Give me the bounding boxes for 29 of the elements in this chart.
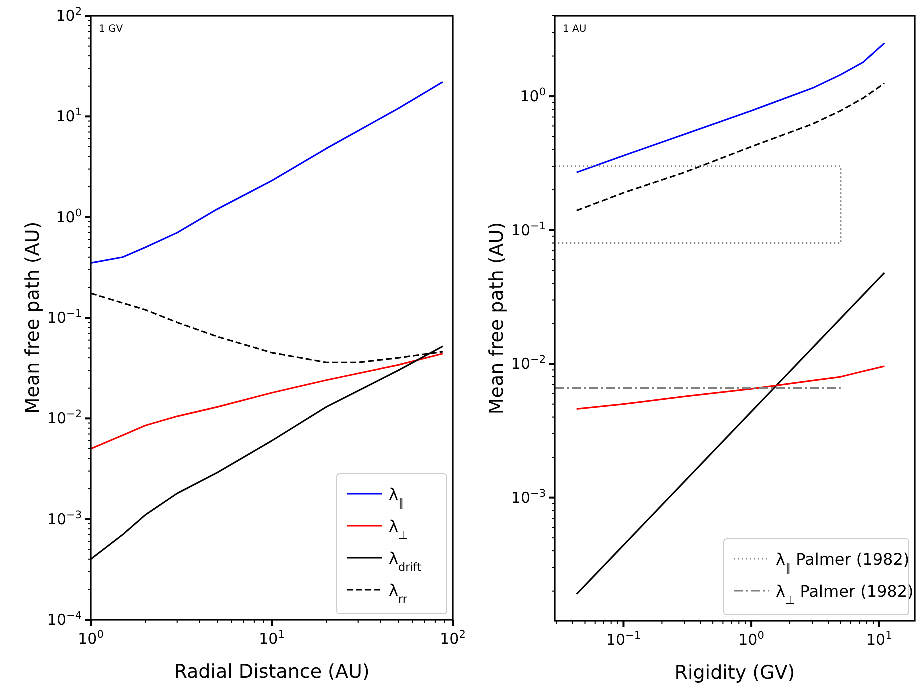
x-tick-label: 10$^{1}$	[866, 630, 892, 649]
legend-label: λ$_{∥}$ Palmer (1982)	[776, 550, 910, 574]
y-tick-label: 10$^{−1}$	[47, 308, 82, 327]
y-tick-label: 10$^{2}$	[56, 6, 82, 25]
x-axis-title: Rigidity (GV)	[674, 662, 796, 684]
y-tick-label: 10$^{−3}$	[511, 488, 546, 507]
annotation: 1 GV	[99, 24, 124, 35]
y-tick-label: 10$^{−3}$	[47, 509, 82, 528]
x-axis-title: Radial Distance (AU)	[174, 661, 370, 683]
legend-label: λ$_{⊥}$ Palmer (1982)	[776, 582, 914, 606]
x-tick-label: 10$^{0}$	[738, 630, 764, 649]
annotation: 1 AU	[563, 24, 587, 35]
legend-label: λ$_{drift}$	[389, 549, 422, 574]
x-tick-label: 10$^{−1}$	[606, 630, 642, 649]
y-axis-title: Mean free path (AU)	[22, 222, 44, 414]
y-tick-label: 10$^{−1}$	[511, 220, 546, 240]
x-tick-label: 10$^{0}$	[78, 629, 104, 648]
y-tick-label: 10$^{0}$	[56, 207, 82, 226]
legend-label: λ$_{rr}$	[389, 581, 408, 606]
y-tick-label: 10$^{−4}$	[47, 610, 82, 629]
y-tick-label: 10$^{−2}$	[47, 408, 82, 428]
x-tick-label: 10$^{2}$	[440, 629, 466, 648]
legend-label: λ$_{⊥}$	[389, 517, 408, 542]
y-tick-label: 10$^{0}$	[520, 86, 546, 106]
x-tick-label: 10$^{1}$	[259, 629, 285, 648]
y-tick-label: 10$^{−2}$	[511, 354, 546, 374]
y-axis-title: Mean free path (AU)	[486, 222, 508, 415]
legend-label: λ$_{∥}$	[389, 485, 404, 510]
y-tick-label: 10$^{1}$	[56, 106, 82, 126]
